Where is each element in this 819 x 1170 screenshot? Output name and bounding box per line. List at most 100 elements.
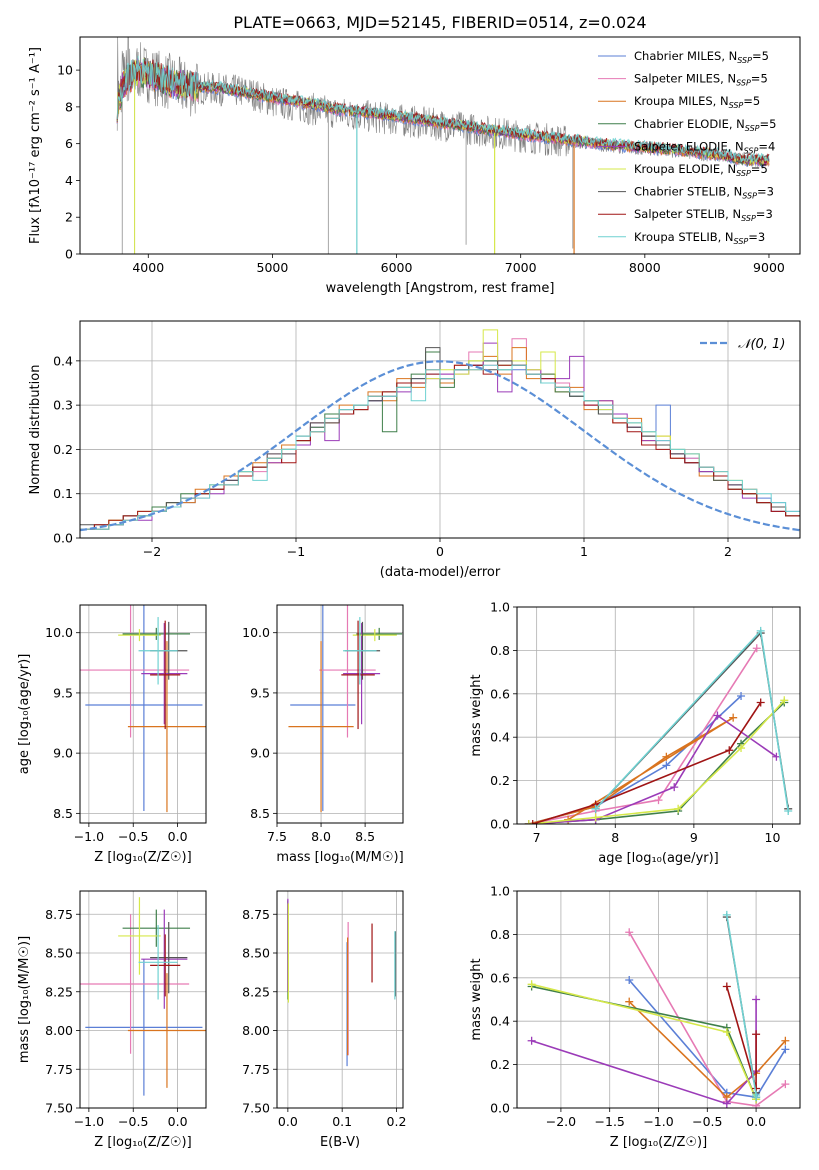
plot-content: [80, 605, 206, 813]
x-tick-label: 0.2: [387, 1114, 407, 1129]
y-tick-label: 8.5: [250, 806, 270, 821]
y-axis-label: mass weight: [469, 958, 484, 1040]
legend-name: Salpeter ELODIE: [634, 139, 728, 153]
legend-eq: =: [748, 230, 758, 244]
legend-eq: =: [756, 207, 766, 221]
y-tick-label: 8.75: [242, 907, 270, 922]
legend-sub: SSP: [742, 192, 757, 201]
y-tick-label: 8: [65, 99, 73, 114]
weight-marker: [752, 644, 761, 653]
legend-sub: SSP: [736, 79, 751, 88]
legend-value: 3: [758, 230, 765, 244]
x-axis-label: age [log₁₀(age/yr)]: [598, 851, 719, 866]
x-tick-label: 0.0: [168, 1114, 188, 1129]
legend-sep: , N: [725, 207, 741, 221]
y-axis-label: age [log₁₀(age/yr)]: [17, 654, 32, 775]
legend-entry: Chabrier MILES, NSSP=5: [634, 49, 769, 65]
weight-marker: [780, 696, 789, 705]
x-tick-label: 8000: [629, 260, 661, 275]
axes-frame: [276, 604, 404, 824]
legend-sep: , N: [720, 162, 736, 176]
x-tick-label: 0: [436, 544, 444, 559]
x-tick-label: 9: [690, 830, 698, 845]
plot-content: [288, 605, 403, 813]
y-tick-label: 0.4: [490, 730, 510, 745]
legend-eq: =: [751, 162, 761, 176]
legend-name: Chabrier ELODIE: [634, 117, 729, 131]
legend-sep: , N: [729, 117, 745, 131]
y-tick-label: 8.50: [242, 946, 270, 961]
x-tick-label: −1.0: [74, 1114, 104, 1129]
legend-eq: =: [752, 49, 762, 63]
plot-area: 4000 5000 6000 7000 8000 90000246810wavelengt…: [17, 36, 801, 1150]
x-axis-label: Z [log₁₀(Z/Z☉)]: [94, 850, 191, 865]
legend-sub: SSP: [737, 56, 752, 65]
legend-name: Kroupa ELODIE: [634, 162, 720, 176]
x-tick-label: 2: [724, 544, 732, 559]
legend-entry: Kroupa ELODIE, NSSP=5: [634, 162, 768, 178]
y-tick-label: 0.1: [53, 486, 73, 501]
legend-entry: 𝒩(0, 1): [738, 337, 785, 352]
weight-marker: [722, 982, 731, 991]
x-tick-label: 8: [611, 830, 619, 845]
x-tick-label: 6000: [381, 260, 413, 275]
legend-eq: =: [751, 72, 761, 86]
weight-marker: [752, 1093, 761, 1102]
plot-content: [287, 898, 396, 1067]
y-tick-label: 0.4: [490, 1014, 510, 1029]
weight-marker: [625, 975, 634, 984]
legend-sub: SSP: [745, 124, 760, 133]
y-tick-label: 0.0: [490, 817, 510, 832]
y-tick-label: 0: [65, 247, 73, 262]
weight-marker: [670, 783, 679, 792]
axes-frame: [276, 890, 404, 1109]
x-tick-label: −0.5: [118, 1114, 148, 1129]
x-tick-label: −1.0: [643, 1114, 673, 1129]
weight-marker: [752, 1030, 761, 1039]
legend-eq: =: [757, 185, 767, 199]
panel-age_vs_mass: 7.5 8.0 8.5 8.5 9.0 9.5 10.0 mass [log₁₀(M/M☉)]: [242, 604, 404, 865]
legend-sub: SSP: [729, 101, 744, 110]
x-axis-label: wavelength [Angstrom, rest frame]: [326, 281, 555, 296]
legend-eq: =: [758, 139, 768, 153]
weight-marker: [662, 761, 671, 770]
legend-sep: , N: [718, 230, 734, 244]
x-tick-label: 0.1: [332, 1114, 352, 1129]
x-tick-label: 8.5: [355, 829, 375, 844]
legend-sub: SSP: [736, 169, 751, 178]
legend-entry: Kroupa STELIB, NSSP=3: [634, 230, 765, 246]
x-axis-label: E(B-V): [320, 1135, 360, 1150]
x-tick-label: 10: [765, 830, 781, 845]
x-tick-label: 9000: [753, 260, 785, 275]
x-tick-label: −0.5: [118, 829, 148, 844]
legend-sep: , N: [726, 185, 742, 199]
x-tick-label: 7: [533, 830, 541, 845]
y-axis-label: Flux [fλ10⁻¹⁷ erg cm⁻² s⁻¹ A⁻¹]: [28, 47, 43, 244]
weight-marker: [737, 744, 746, 753]
panel-weight_vs_Z: −2.0 −1.5 −1.0 −0.5 0.0 0.0 0.2 0.4 0.6 0.8 1.0 Z […: [469, 884, 801, 1150]
legend-name: Salpeter STELIB: [634, 207, 725, 221]
x-tick-label: −1: [287, 544, 305, 559]
legend-value: 4: [768, 139, 775, 153]
weight-marker: [781, 1045, 790, 1054]
x-tick-label: 0.0: [168, 829, 188, 844]
y-tick-label: 0.0: [490, 1101, 510, 1116]
y-axis-label: mass [log₁₀(M/M☉)]: [17, 936, 32, 1063]
weight-marker: [737, 691, 746, 700]
weight-marker: [772, 752, 781, 761]
x-axis-label: Z [log₁₀(Z/Z☉)]: [610, 1135, 707, 1150]
histogram-series: [80, 364, 800, 538]
y-tick-label: 4: [65, 173, 73, 188]
x-tick-label: 7.5: [267, 829, 287, 844]
y-tick-label: 0.6: [490, 686, 510, 701]
axes-frame: [516, 606, 801, 825]
weight-marker: [729, 713, 738, 722]
x-tick-label: −1.5: [595, 1114, 625, 1129]
y-tick-label: 0.6: [490, 970, 510, 985]
y-tick-label: 1.0: [490, 600, 510, 615]
x-tick-label: −2.0: [546, 1114, 576, 1129]
y-tick-label: 0.2: [53, 442, 73, 457]
y-tick-label: 0.2: [490, 773, 510, 788]
y-tick-label: 7.50: [242, 1101, 270, 1116]
